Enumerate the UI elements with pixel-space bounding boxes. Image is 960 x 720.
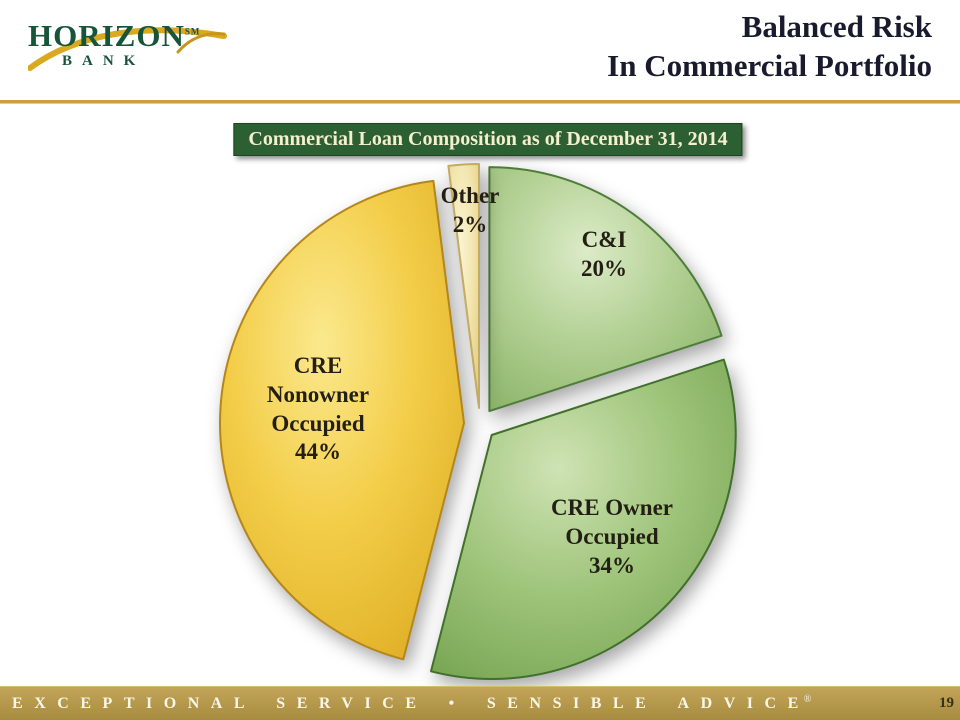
pie-label-other: Other 2% (410, 182, 530, 240)
chart-title-banner: Commercial Loan Composition as of Decemb… (233, 123, 743, 156)
pie-label-other-text: Other (440, 183, 500, 208)
pie-label-other-pct: 2% (452, 211, 488, 237)
registered-mark: ® (803, 694, 812, 705)
logo-servicemark: SM (184, 26, 201, 37)
pie-label-ci-text: C&I (581, 227, 627, 252)
pie-slice-cre-owner-occupied (429, 358, 737, 680)
horizon-bank-logo: HORIZONSM BANK (28, 8, 228, 92)
pie-label-cre-nonowner-text: CRE Nonowner Occupied (266, 353, 370, 436)
pie-slice-other (447, 162, 480, 409)
chart-title-text: Commercial Loan Composition as of Decemb… (248, 128, 728, 150)
pie-label-cre-owner: CRE Owner Occupied 34% (512, 494, 712, 580)
slide-title-line1: Balanced Risk (741, 9, 932, 44)
footer-tagline: EXCEPTIONAL SERVICE • SENSIBLE ADVICE (12, 694, 810, 712)
pie-slice-c-i (488, 166, 723, 413)
slide-title-line2: In Commercial Portfolio (607, 47, 932, 83)
logo-bank-text: BANK (62, 53, 146, 69)
logo-name: HORIZON (28, 18, 185, 53)
pie-slice-cre-nonowner-occupied (219, 179, 465, 661)
page-number: 19 (939, 695, 954, 711)
pie-label-cre-nonowner-pct: 44% (295, 439, 341, 465)
pie-label-cre-nonowner: CRE Nonowner Occupied 44% (248, 352, 388, 467)
header-divider (0, 100, 960, 104)
pie-label-cre-owner-pct: 34% (589, 552, 635, 578)
pie-label-ci: C&I 20% (539, 226, 669, 284)
footer-bar: EXCEPTIONAL SERVICE • SENSIBLE ADVICE ® … (0, 686, 960, 720)
pie-label-cre-owner-text: CRE Owner Occupied (550, 495, 674, 549)
logo-swoosh-icon (28, 27, 227, 71)
logo-wordmark: HORIZONSM (28, 20, 228, 51)
pie-label-ci-pct: 20% (581, 255, 627, 281)
slide-title: Balanced Risk In Commercial Portfolio (607, 8, 932, 86)
